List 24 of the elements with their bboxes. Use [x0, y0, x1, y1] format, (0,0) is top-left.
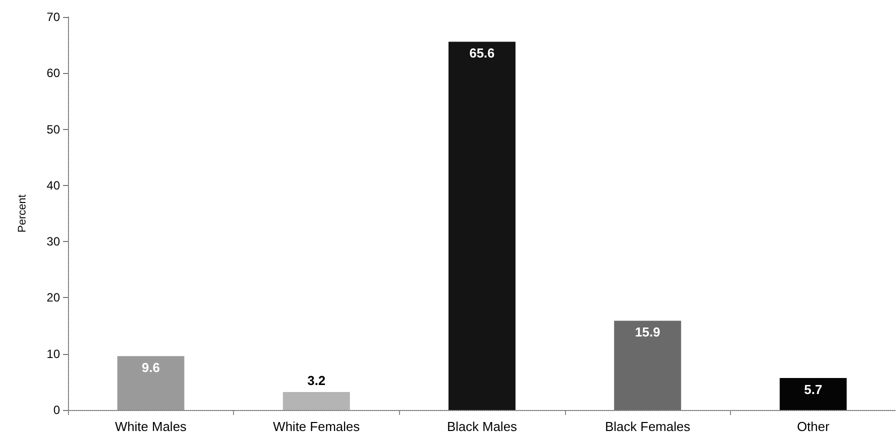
- x-tick-label: White Males: [115, 419, 188, 434]
- data-label: 9.6: [142, 360, 160, 376]
- y-tick-label: 70: [46, 10, 60, 24]
- y-axis-title: Percent: [16, 194, 28, 232]
- bar: [448, 42, 516, 410]
- y-tick-label: 20: [46, 290, 60, 305]
- data-label: 3.2: [307, 373, 326, 388]
- x-tick-label: Black Males: [446, 419, 518, 434]
- data-label: 65.6: [469, 46, 495, 61]
- y-tick-label: 60: [46, 66, 60, 80]
- bar: [780, 378, 847, 410]
- y-tick-label: 30: [46, 234, 60, 249]
- x-tick-label: White Females: [273, 419, 360, 434]
- data-label: 15.9: [634, 324, 660, 340]
- bar: [117, 356, 184, 410]
- y-tick-label: 10: [46, 346, 60, 361]
- bar: [614, 320, 682, 410]
- y-tick-label: 50: [46, 122, 60, 136]
- x-tick-label: Other: [796, 419, 830, 434]
- y-tick-label: 40: [46, 178, 60, 192]
- data-label: 5.7: [804, 382, 822, 397]
- x-tick-label: Black Females: [604, 419, 691, 434]
- y-tick-label: 0: [53, 403, 60, 417]
- bar: [282, 392, 350, 410]
